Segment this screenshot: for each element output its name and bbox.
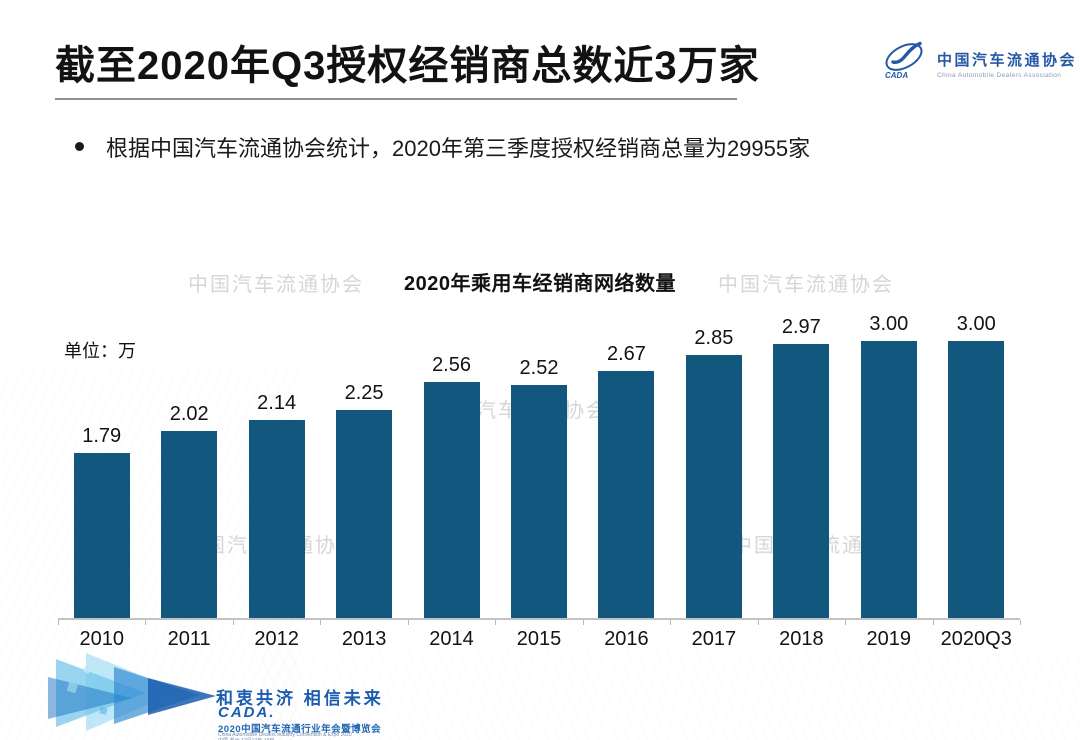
footer-event-title-en: China Automobile Dealers Industry Conven… (218, 732, 352, 738)
axis-tick (670, 620, 672, 625)
footer-arrows-graphic (48, 653, 218, 740)
bar (336, 410, 393, 618)
footer-slogan: 和衷共济 相信未来 (216, 689, 384, 708)
bar-slot: 1.79 (58, 313, 145, 618)
bar-value-label: 2.52 (519, 357, 559, 379)
bar (598, 371, 655, 618)
x-axis-label: 2020Q3 (940, 628, 1012, 650)
bar-value-label: 2.56 (432, 354, 471, 376)
axis-tick (407, 620, 409, 625)
bar-slot: 3.00 (933, 313, 1020, 618)
cada-logo: CADA 中国汽车流通协会 China Automobile Dealers A… (878, 40, 1077, 87)
x-axis-label: 2011 (167, 628, 211, 650)
bar (773, 344, 830, 618)
bar (685, 355, 742, 618)
axis-tick (1020, 620, 1021, 625)
bar-slot: 2.56 (408, 313, 495, 618)
axis-tick (232, 620, 234, 625)
footer-cada-logo-text: CADA. (218, 704, 276, 721)
axis-tick (320, 620, 322, 625)
axis-tick (145, 620, 147, 625)
chart-title: 2020年乘用车经销商网络数量 (404, 273, 676, 295)
x-axis-line (58, 618, 1020, 620)
bar-value-label: 2.67 (606, 343, 646, 365)
bar-value-label: 2.02 (169, 403, 209, 425)
bar (248, 420, 305, 618)
x-axis-label: 2012 (254, 628, 299, 650)
cada-swoosh-icon: CADA (878, 40, 930, 87)
bar-slot: 2.14 (233, 313, 320, 618)
bar (423, 382, 480, 618)
bullet-text: 根据中国汽车流通协会统计，2020年第三季度授权经销商总量为29955家 (106, 136, 811, 161)
bar-value-label: 2.97 (781, 316, 821, 338)
x-axis-label: 2017 (691, 628, 737, 650)
bar-value-label: 2.25 (344, 382, 384, 404)
bar-slot: 2.02 (145, 313, 232, 618)
bar (948, 341, 1005, 618)
x-axis-label: 2013 (341, 628, 387, 650)
bar (510, 385, 567, 618)
axis-tick (495, 620, 497, 625)
bar-slot: 2.25 (320, 313, 407, 618)
logo-text: 中国汽车流通协会 China Automobile Dealers Associ… (937, 49, 1077, 79)
bar-value-label: 3.00 (956, 313, 996, 335)
axis-tick (932, 620, 934, 625)
bar-value-label: 2.85 (694, 327, 734, 349)
page-title: 截至2020年Q3授权经销商总数近3万家 (55, 44, 760, 88)
x-axis-label: 2018 (779, 628, 824, 650)
bar-plot: 1.79 2.02 2.14 2.25 2.56 2.52 2.67 2.85 2.97 3.00… (58, 313, 1020, 618)
bar-slot: 2.97 (758, 313, 845, 618)
x-axis-label: 2014 (429, 628, 474, 650)
x-axis-labels: 2010 2011 2012 2013 2014 2015 2016 2017 2018 2019… (58, 628, 1020, 651)
axis-tick (757, 620, 759, 625)
watermark: 中国汽车流通协会 (188, 274, 364, 296)
bullet-item: 根据中国汽车流通协会统计，2020年第三季度授权经销商总量为29955家 (75, 131, 810, 163)
bar (860, 341, 917, 618)
bar (161, 431, 218, 618)
x-axis-ticks (58, 620, 1021, 626)
logo-name-en: China Automobile Dealers Association (937, 71, 1062, 79)
x-axis-label: 2010 (79, 628, 124, 650)
bar-value-label: 1.79 (82, 425, 122, 447)
bar-slot: 3.00 (845, 313, 932, 618)
axis-tick (58, 620, 59, 625)
footer-event-info: 中国·苏州 12月17日-19日 (218, 737, 274, 740)
watermark: 中国汽车流通协会 (718, 274, 894, 296)
bar-slot: 2.85 (670, 313, 757, 618)
axis-tick (845, 620, 847, 625)
chart-unit-label: 单位：万 (64, 341, 136, 361)
footer-event-title: 2020中国汽车流通行业年会暨博览会 (218, 724, 382, 735)
axis-tick (582, 620, 584, 625)
bar-value-label: 3.00 (869, 313, 909, 335)
bar-slot: 2.67 (583, 313, 670, 618)
x-axis-label: 2016 (604, 628, 649, 650)
title-underline (55, 98, 737, 100)
bar-slot: 2.52 (495, 313, 582, 618)
svg-text:CADA: CADA (885, 71, 908, 80)
x-axis-label: 2015 (516, 628, 562, 650)
bullet-dot-icon (75, 142, 84, 151)
x-axis-label: 2019 (866, 628, 912, 650)
bar (73, 453, 130, 618)
bar-value-label: 2.14 (257, 392, 297, 414)
logo-name-cn: 中国汽车流通协会 (937, 51, 1078, 69)
